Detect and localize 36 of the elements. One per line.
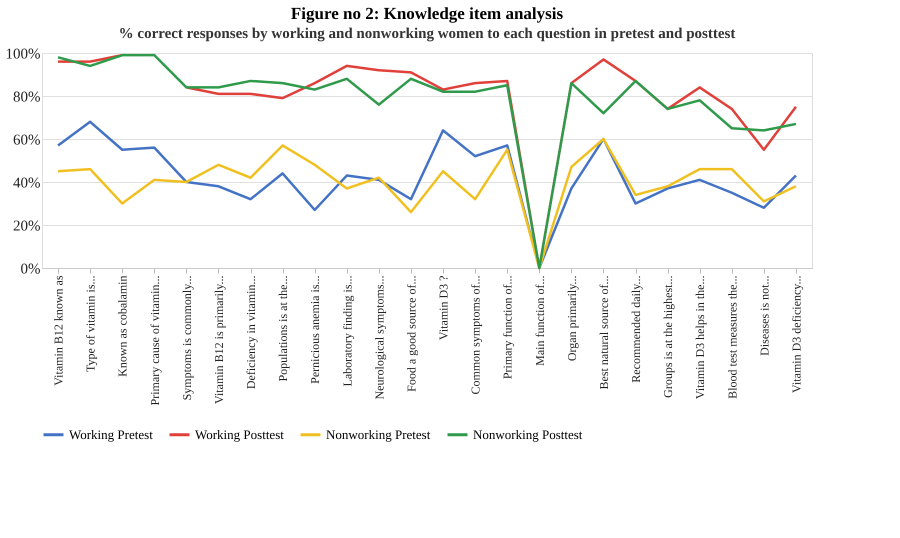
- x-tick-label: Type of vitamin is...: [84, 276, 98, 372]
- y-tick-label: 0%: [20, 262, 40, 278]
- x-tick-label: Known as cobalamin: [116, 276, 130, 377]
- y-tick-label: 100%: [6, 46, 40, 62]
- y-tick-label: 60%: [13, 132, 40, 148]
- x-tick-label: Groups is at the highest...: [661, 276, 676, 398]
- x-tick-label: Common symptoms of...: [468, 276, 483, 395]
- legend-label: Working Posttest: [195, 426, 284, 442]
- y-tick-label: 80%: [13, 90, 40, 106]
- x-tick-label: Blood test measures the...: [725, 276, 740, 399]
- chart-title: Figure no 2: Knowledge item analysis: [290, 4, 564, 23]
- x-tick-label: Vitamin B12 is primarily...: [212, 276, 226, 404]
- legend-label: Nonworking Posttest: [473, 426, 583, 442]
- x-tick-label: Laboratory finding is...: [340, 276, 354, 386]
- x-tick-label: Main function of...: [532, 276, 547, 366]
- x-tick-label: Vitamin D3 helps in the...: [693, 276, 708, 400]
- x-tick-label: Symptoms is commonly...: [180, 276, 194, 400]
- x-tick-label: Vitamin D3 ?: [436, 276, 451, 340]
- x-tick-label: Diseases is not...: [757, 276, 772, 356]
- y-tick-label: 20%: [13, 218, 40, 234]
- x-tick-label: Pernicious anemia is...: [308, 276, 322, 384]
- x-tick-label: Vitamin B12 known as: [52, 275, 66, 386]
- y-tick-label: 40%: [13, 176, 40, 192]
- legend-label: Nonworking Pretest: [326, 426, 431, 442]
- x-tick-label: Best natural source of...: [596, 276, 611, 390]
- x-tick-label: Organ primarily...: [564, 276, 579, 362]
- x-tick-label: Primary function of...: [500, 276, 515, 380]
- x-tick-label: Neurological symptoms...: [372, 276, 386, 400]
- chart-subtitle: % correct responses by working and nonworking women to each question in pretest and posttest: [118, 26, 736, 42]
- x-tick-label: Recommended daily...: [629, 276, 644, 383]
- x-tick-label: Vitamin D3 deficiency...: [789, 276, 804, 393]
- x-tick-label: Food a good source of...: [404, 276, 418, 392]
- legend-label: Working Pretest: [69, 426, 154, 442]
- x-tick-label: Deficiency in vitamin...: [244, 276, 258, 390]
- x-tick-label: Primary cause of vitamin...: [148, 276, 162, 406]
- x-tick-label: Populations is at the...: [276, 276, 290, 382]
